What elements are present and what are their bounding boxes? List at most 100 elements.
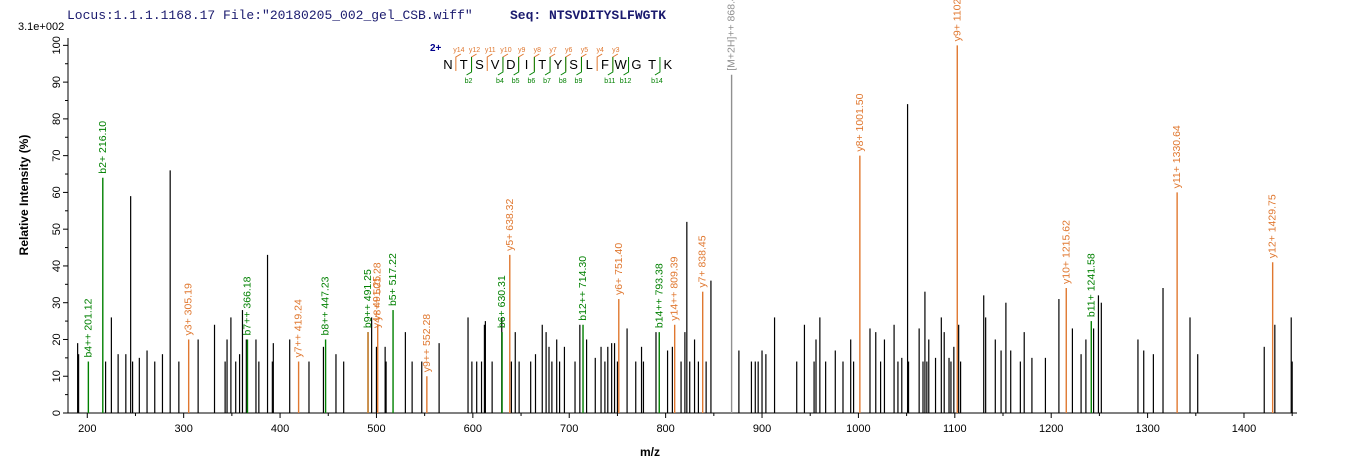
b-ion-bracket [560, 57, 567, 76]
y-tick-label: 80 [51, 113, 63, 125]
y-ion-label: y6 [565, 47, 573, 54]
b-ion-label: b8 [559, 78, 567, 85]
peak-label: b5+ 517.22 [387, 253, 399, 306]
peak-label: y7++ 419.24 [293, 299, 305, 358]
x-tick-label: 1300 [1135, 423, 1159, 435]
sequence-residue: L [586, 57, 593, 72]
sequence-residue: N [443, 57, 452, 72]
peak-label: y8+ 1001.50 [854, 93, 866, 151]
y-tick-label: 10 [51, 370, 63, 382]
y-ion-label: y11 [485, 47, 496, 54]
y-axis-label: Relative Intensity (%) [17, 135, 31, 256]
y-ion-label: y4 [596, 47, 604, 54]
x-tick-label: 600 [464, 423, 482, 435]
peak-label: y8++ 501.28 [372, 262, 384, 321]
b-ion-bracket [654, 57, 661, 76]
y-ion-label: y8 [534, 47, 542, 54]
sequence-residue: K [663, 57, 672, 72]
y-ion-bracket [596, 53, 603, 71]
x-tick-label: 200 [78, 423, 96, 435]
peak-label: b14++ 793.38 [653, 263, 665, 328]
y-ion-label: y14 [453, 47, 464, 54]
y-ion-bracket [518, 53, 524, 71]
sequence-header: Seq: NTSVDITYSLFWGTK [510, 8, 666, 23]
y-tick-label: 60 [51, 186, 63, 198]
b-ion-label: b7 [543, 78, 551, 85]
b-ion-label: b4 [496, 78, 504, 85]
y-ion-label: y9 [518, 47, 526, 54]
peak-label: y9++ 552.28 [421, 314, 433, 373]
peak-label: b11+ 1241.58 [1085, 253, 1097, 317]
peak-label: [M+2H]++ 868.44 [726, 0, 738, 71]
peak-label: b4++ 201.12 [82, 298, 94, 357]
b-ion-label: b6 [527, 78, 535, 85]
y-ion-label: y10 [500, 47, 511, 54]
peak-label: b2+ 216.10 [97, 121, 109, 174]
y-tick-label: 90 [51, 76, 63, 88]
sequence-residue: S [569, 57, 578, 72]
sequence-residue: T [460, 57, 468, 72]
y-ion-bracket [486, 53, 493, 71]
y-tick-label: 0 [51, 410, 63, 416]
sequence-residue: V [491, 57, 500, 72]
sequence-residue: S [475, 57, 484, 72]
x-tick-label: 800 [656, 423, 674, 435]
y-tick-label: 70 [51, 150, 63, 162]
x-axis-label: m/z [640, 445, 660, 459]
y-ion-label: y5 [581, 47, 589, 54]
y-ion-label: y7 [549, 47, 557, 54]
peak-label: y3+ 305.19 [183, 283, 195, 335]
y-tick-label: 30 [51, 297, 63, 309]
x-tick-label: 1200 [1039, 423, 1063, 435]
peak-label: y4+ 491.25 [371, 276, 383, 328]
peak-label: b12++ 714.30 [577, 256, 589, 321]
x-tick-label: 900 [753, 423, 771, 435]
y-tick-label: 20 [51, 333, 63, 345]
peak-label: b9++ 491.25 [362, 269, 374, 328]
peak-label: y5+ 638.32 [504, 198, 516, 250]
b-ion-bracket [529, 57, 535, 76]
peak-label: y6+ 751.40 [613, 243, 625, 295]
b-ion-label: b12 [620, 78, 632, 85]
x-tick-label: 1000 [846, 423, 870, 435]
x-tick-label: 1400 [1232, 423, 1256, 435]
y-ion-bracket [455, 53, 462, 71]
b-ion-label: b9 [575, 78, 583, 85]
sequence-residue: T [648, 57, 656, 72]
y-ion-label: y3 [612, 47, 620, 54]
y-tick-label: 40 [51, 260, 63, 272]
peak-label: y9+ 1102.55 [951, 0, 963, 41]
x-tick-label: 400 [271, 423, 289, 435]
b-ion-label: b14 [651, 78, 663, 85]
sequence-residue: T [538, 57, 546, 72]
x-tick-label: 700 [560, 423, 578, 435]
peak-label: y7+ 838.45 [697, 235, 709, 287]
b-ion-bracket [513, 57, 520, 76]
b-ion-label: b11 [604, 78, 615, 85]
peak-label: y14++ 809.39 [669, 256, 681, 320]
b-ion-label: b5 [512, 78, 520, 85]
x-tick-label: 500 [367, 423, 385, 435]
peak-label: y10+ 1215.62 [1060, 220, 1072, 284]
y-ion-label: y12 [469, 47, 480, 54]
x-tick-label: 1100 [943, 423, 967, 435]
intensity-scale: 3.1e+002 [18, 21, 64, 33]
sequence-residue: D [506, 57, 515, 72]
b-ion-bracket [576, 57, 582, 76]
peak-label: y12+ 1429.75 [1267, 194, 1279, 258]
peak-label: y11+ 1330.64 [1171, 125, 1183, 188]
sequence-residue: F [601, 57, 609, 72]
peak-label: b6+ 630.31 [496, 275, 508, 328]
b-ion-bracket [466, 57, 473, 76]
locus-header: Locus:1.1.1.1168.17 File:"20180205_002_g… [67, 8, 473, 23]
b-ion-bracket [544, 57, 551, 76]
peak-label: b8++ 447.23 [320, 276, 332, 335]
charge-state: 2+ [430, 43, 442, 54]
sequence-residue: I [525, 57, 529, 72]
b-ion-bracket [623, 57, 630, 76]
sequence-residue: W [615, 57, 628, 72]
peak-label: b7++ 366.18 [241, 276, 253, 335]
sequence-residue: G [631, 57, 641, 72]
b-ion-label: b2 [465, 78, 473, 85]
